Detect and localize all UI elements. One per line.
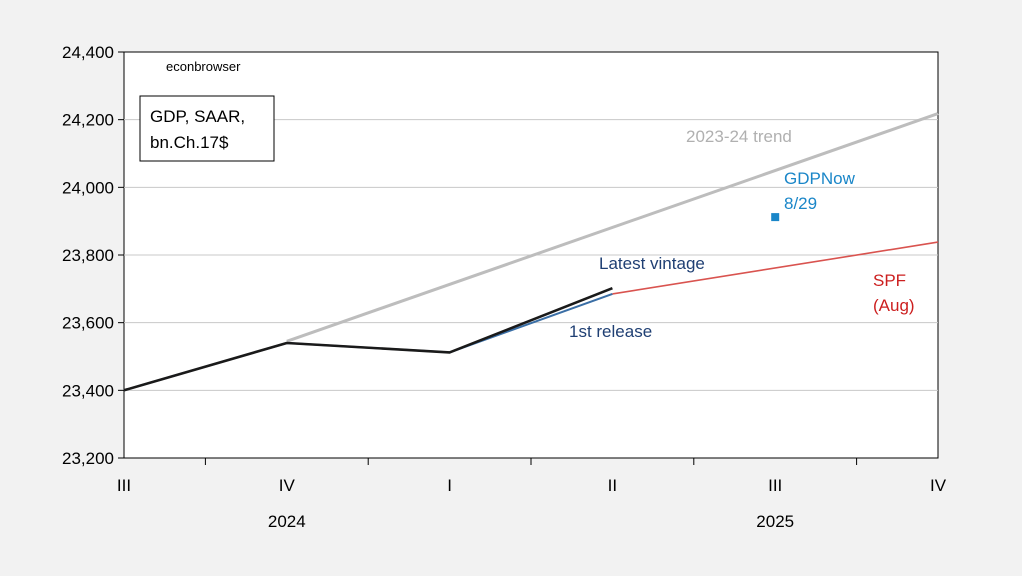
series-line-latest-vintage xyxy=(123,286,613,392)
marker-gdpnow-8-29 xyxy=(771,213,780,222)
annotation-spf-date: (Aug) xyxy=(873,296,915,315)
x-tick-label: III xyxy=(117,476,131,495)
annotation-gdpnow-date: 8/29 xyxy=(784,194,817,213)
y-tick-label: 23,800 xyxy=(62,246,114,265)
legend-line-1: GDP, SAAR, xyxy=(150,107,245,126)
annotation-latest-vintage: Latest vintage xyxy=(599,254,705,273)
x-tick-label: I xyxy=(447,476,452,495)
series-line-2023-24-trend xyxy=(286,112,939,343)
annotation-first-release: 1st release xyxy=(569,322,652,341)
legend-line-2: bn.Ch.17$ xyxy=(150,133,229,152)
x-tick-label: IV xyxy=(279,476,296,495)
y-tick-label: 23,400 xyxy=(62,381,114,400)
y-tick-label: 24,000 xyxy=(62,178,114,197)
y-tick-label: 24,400 xyxy=(62,43,114,62)
x-tick-label: III xyxy=(768,476,782,495)
y-tick-label: 23,200 xyxy=(62,449,114,468)
y-axis: 23,200 23,400 23,600 23,800 24,000 24,200 24,4… xyxy=(62,43,124,468)
annotation-gdpnow: GDPNow xyxy=(784,169,856,188)
series-line-spf-aug xyxy=(612,241,939,295)
year-label: 2024 xyxy=(268,512,306,531)
year-label: 2025 xyxy=(756,512,794,531)
annotation-trend: 2023-24 trend xyxy=(686,127,792,146)
series-group xyxy=(123,112,939,392)
y-tick-label: 23,600 xyxy=(62,314,114,333)
x-tick-label: II xyxy=(608,476,617,495)
x-tick-label: IV xyxy=(930,476,947,495)
watermark: econbrowser xyxy=(166,59,241,74)
y-tick-label: 24,200 xyxy=(62,111,114,130)
legend-box xyxy=(139,95,275,162)
annotation-spf: SPF xyxy=(873,271,906,290)
